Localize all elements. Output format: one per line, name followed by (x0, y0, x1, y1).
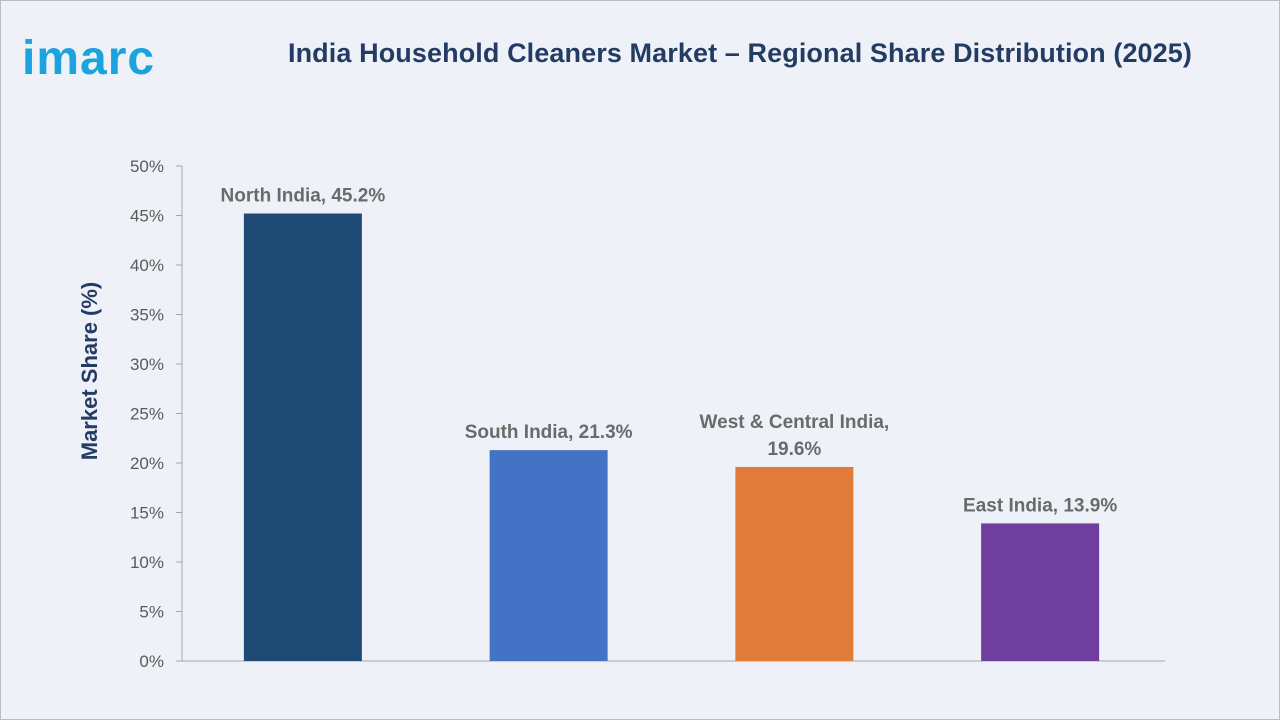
y-tick-label: 30% (130, 355, 164, 374)
imarc-logo: imarc (22, 32, 155, 82)
y-tick-label: 45% (130, 207, 164, 226)
y-tick-label: 40% (130, 256, 164, 275)
y-tick-label: 0% (139, 652, 164, 671)
y-tick-label: 10% (130, 553, 164, 572)
chart-title: India Household Cleaners Market – Region… (287, 38, 1192, 68)
y-tick-label: 35% (130, 306, 164, 325)
y-tick-label: 5% (139, 603, 164, 622)
data-label: South India, 21.3% (465, 422, 633, 443)
y-tick-label: 50% (130, 157, 164, 176)
y-tick-label: 15% (130, 504, 164, 523)
data-label: West & Central India, (700, 412, 890, 433)
y-tick-label: 25% (130, 405, 164, 424)
y-tick-label: 20% (130, 454, 164, 473)
bar-north-india (243, 213, 362, 661)
data-label: 19.6% (767, 439, 821, 460)
bar-south-india (489, 450, 608, 661)
bar-east-india (981, 523, 1100, 661)
logo-text: imarc (22, 32, 155, 82)
data-label: North India, 45.2% (221, 186, 386, 207)
bar-west-central-india (735, 466, 854, 661)
data-label: East India, 13.9% (963, 495, 1117, 516)
y-axis-title: Market Share (%) (77, 282, 102, 461)
